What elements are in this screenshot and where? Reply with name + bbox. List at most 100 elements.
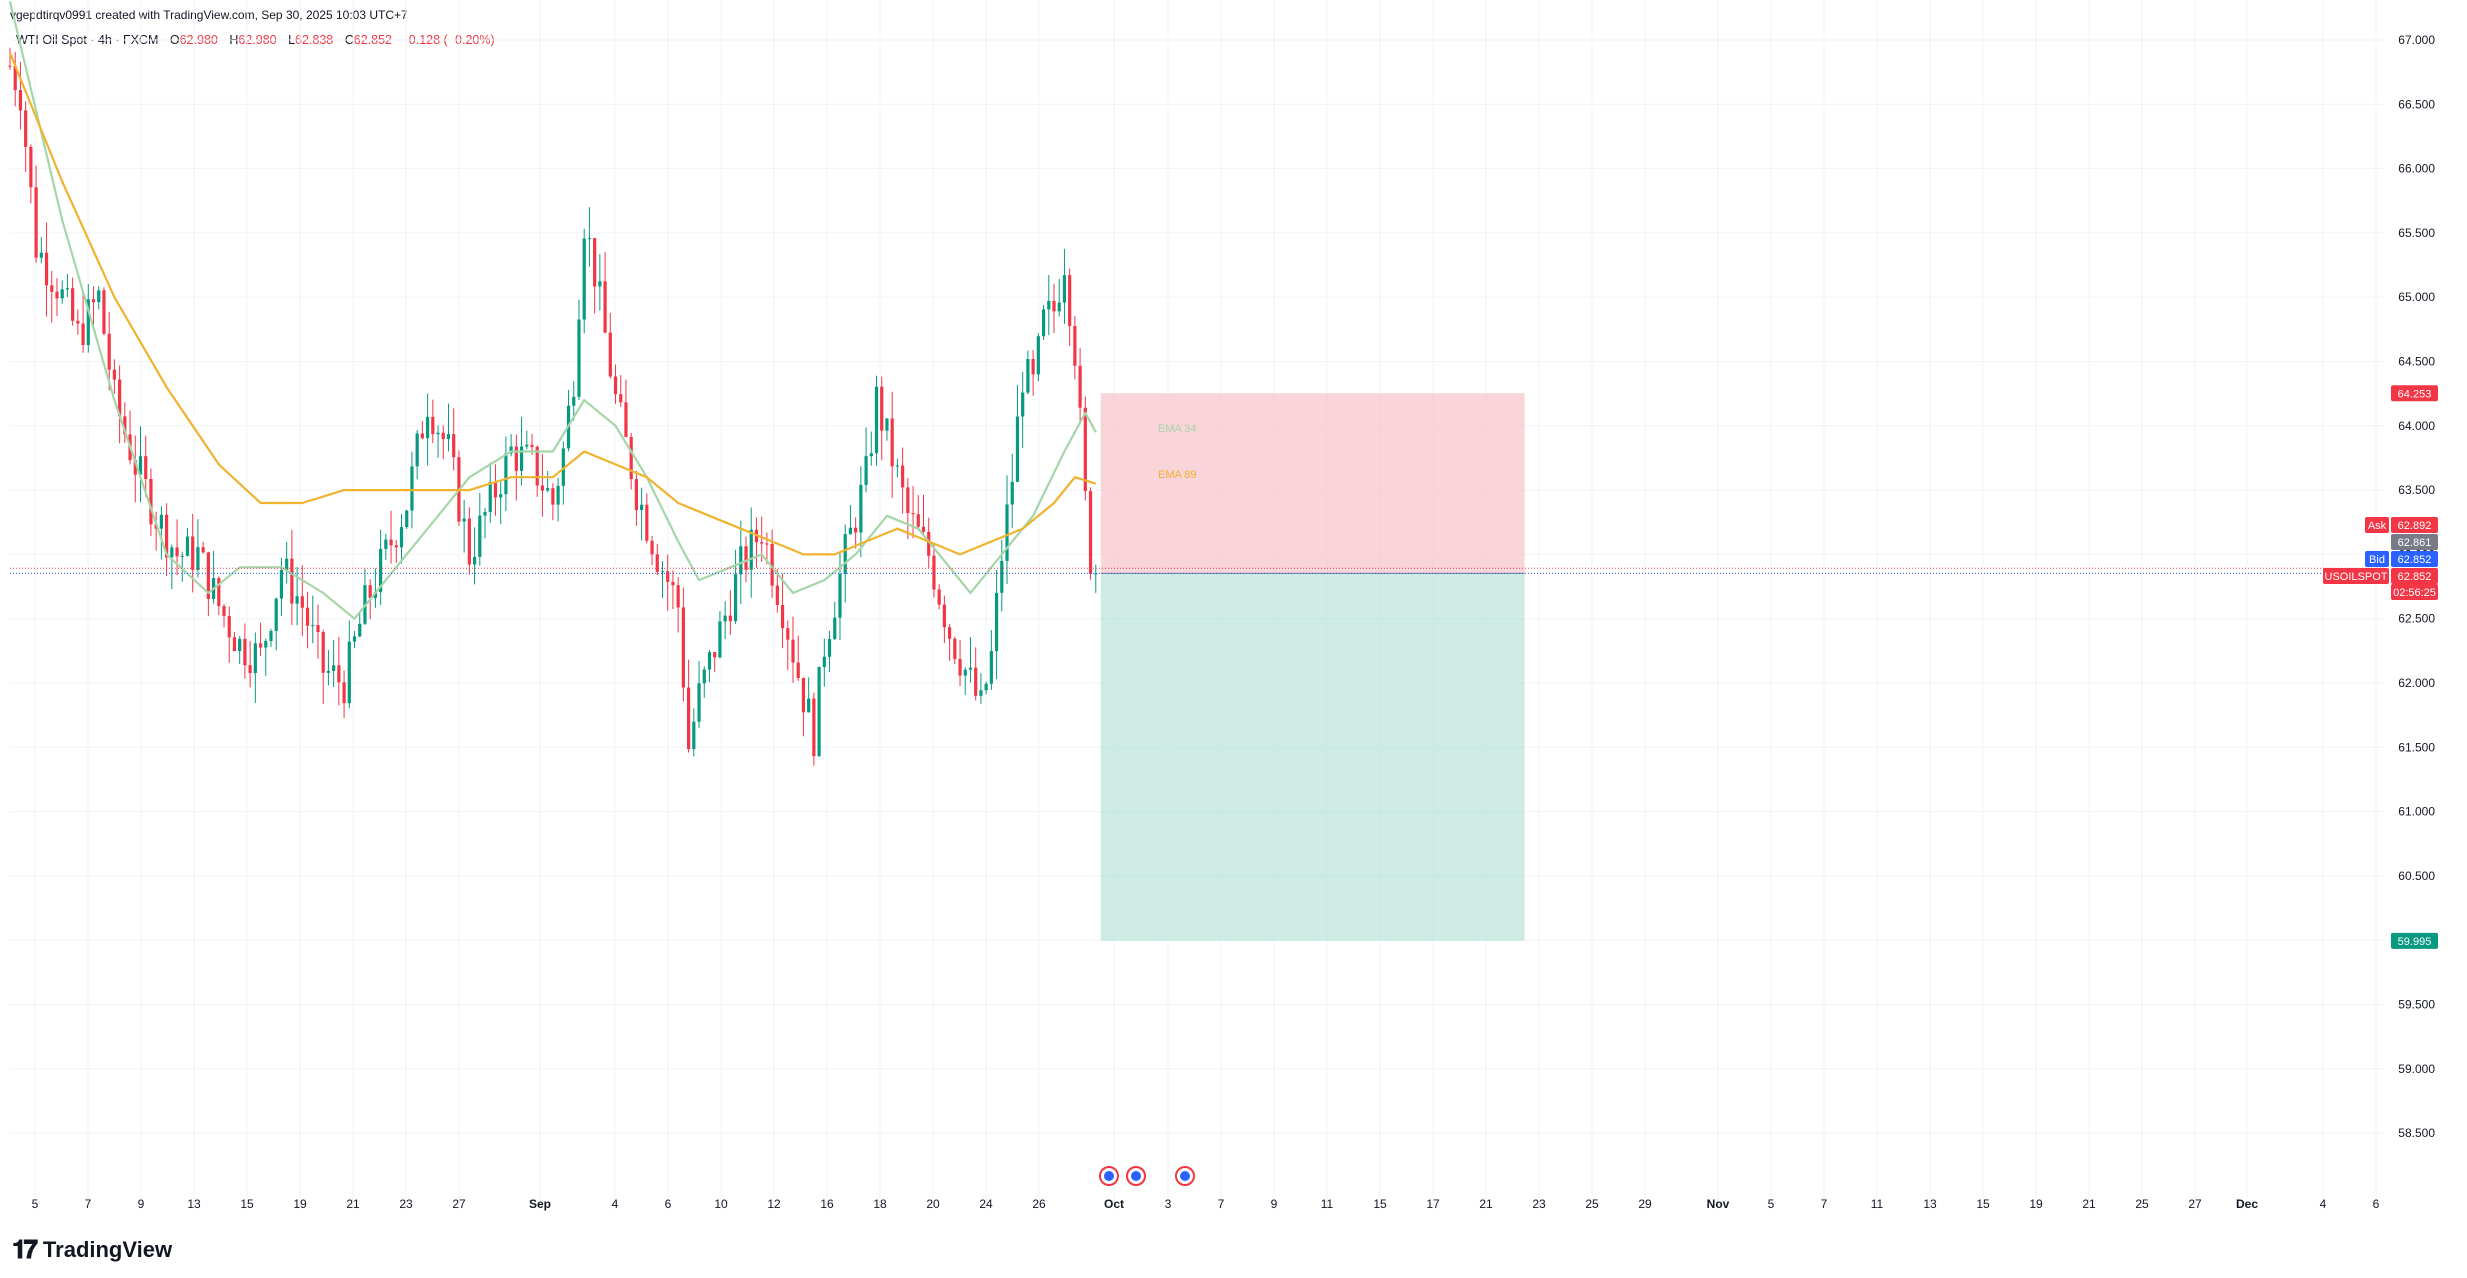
candle-body [786,628,790,640]
tradingview-logo-icon: 𝟏𝟕 [12,1234,38,1264]
x-tick-label: 24 [979,1197,993,1211]
x-tick-label: 3 [1165,1197,1172,1211]
candle-body [290,558,294,604]
y-tick-label: 59.000 [2398,1062,2435,1076]
candle-body [305,607,310,626]
candle-body [519,446,524,471]
candle-body [901,465,905,488]
x-tick-label: 23 [1532,1197,1546,1211]
y-tick-label: 62.500 [2398,612,2435,626]
stop-loss-zone[interactable] [1100,393,1525,574]
candle-body [749,529,753,570]
candle-body [1010,481,1014,505]
candle-body [848,527,853,535]
symbol-tag: USOILSPOT [2325,571,2388,583]
candle-body [65,288,70,290]
candle-body [671,581,675,586]
x-tick-label: 19 [2029,1197,2043,1211]
candle-body [452,434,456,458]
candle-body [650,540,654,555]
candle-body [415,433,419,467]
candle-body [1026,359,1030,393]
candle-body [932,555,936,590]
candle-body [577,319,581,397]
candle-body [963,669,967,676]
x-tick-label: 25 [1585,1197,1599,1211]
tradingview-branding[interactable]: 𝟏𝟕 TradingView [12,1234,172,1266]
x-tick-label: Sep [529,1197,551,1211]
candle-body [911,513,915,515]
candle-body [483,511,487,516]
candle-body [1068,275,1072,327]
candle-body [707,652,712,670]
candle-body [540,485,545,491]
y-tick-label: 60.500 [2398,869,2435,883]
candle-body [984,683,988,691]
candle-body [332,665,336,671]
candle-body [770,543,774,586]
x-tick-label: 7 [1821,1197,1828,1211]
y-tick-label: 64.000 [2398,419,2435,433]
candle-body [379,548,383,593]
candle-body [561,448,565,486]
candle-body [895,465,899,467]
candle-body [608,332,612,377]
candle-body [13,66,17,91]
x-tick-label: 17 [1426,1197,1440,1211]
candle-body [598,281,602,287]
candle-body [191,536,195,570]
bid-price-badge: 62.852 [2398,554,2432,566]
candle-body [1005,504,1009,561]
x-tick-label: 21 [346,1197,360,1211]
candle-body [514,446,518,471]
candle-body [8,65,12,67]
candle-body [535,446,539,486]
x-tick-label: 15 [1976,1197,1990,1211]
candle-body [681,607,685,688]
candle-body [640,504,644,511]
y-tick-label: 62.000 [2398,676,2435,690]
candle-body [238,638,242,652]
candle-body [24,110,28,147]
ema-89-line [8,52,1097,556]
candle-body [593,238,597,287]
candle-body [807,698,811,713]
x-tick-label: 5 [32,1197,39,1211]
candle-body [817,666,821,757]
candle-body [217,578,221,607]
candle-body [410,466,414,511]
candle-body [118,379,122,417]
candle-body [499,494,503,498]
candle-body [687,687,691,750]
mid-price-badge: 62.861 [2398,537,2432,549]
candle-body [55,291,59,299]
x-tick-label: 15 [1373,1197,1387,1211]
candle-body [530,444,534,447]
candle-body [165,514,169,558]
y-tick-label: 66.500 [2398,97,2435,111]
stop-price-badge-bg [2391,385,2438,402]
candle-body [149,478,153,525]
candle-body [791,639,795,663]
candle-body [264,641,268,648]
candle-body [587,238,592,240]
candle-body [102,290,106,334]
candle-body [655,554,659,572]
target-price-badge-bg [2391,932,2438,949]
candle-body [133,460,137,475]
candle-body [942,604,946,628]
candle-body [613,376,618,395]
candle-body [248,665,252,673]
candle-body [958,658,962,676]
candle-body [472,556,477,565]
candle-body [326,670,331,673]
take-profit-zone[interactable] [1100,573,1525,941]
y-tick-label: 65.000 [2398,290,2435,304]
target-price-badge: 59.995 [2398,936,2432,948]
candle-body [39,252,43,258]
candle-body [906,487,910,514]
candle-body [107,333,111,370]
ask-tag-bg [2365,517,2389,533]
candle-body [1052,300,1056,312]
